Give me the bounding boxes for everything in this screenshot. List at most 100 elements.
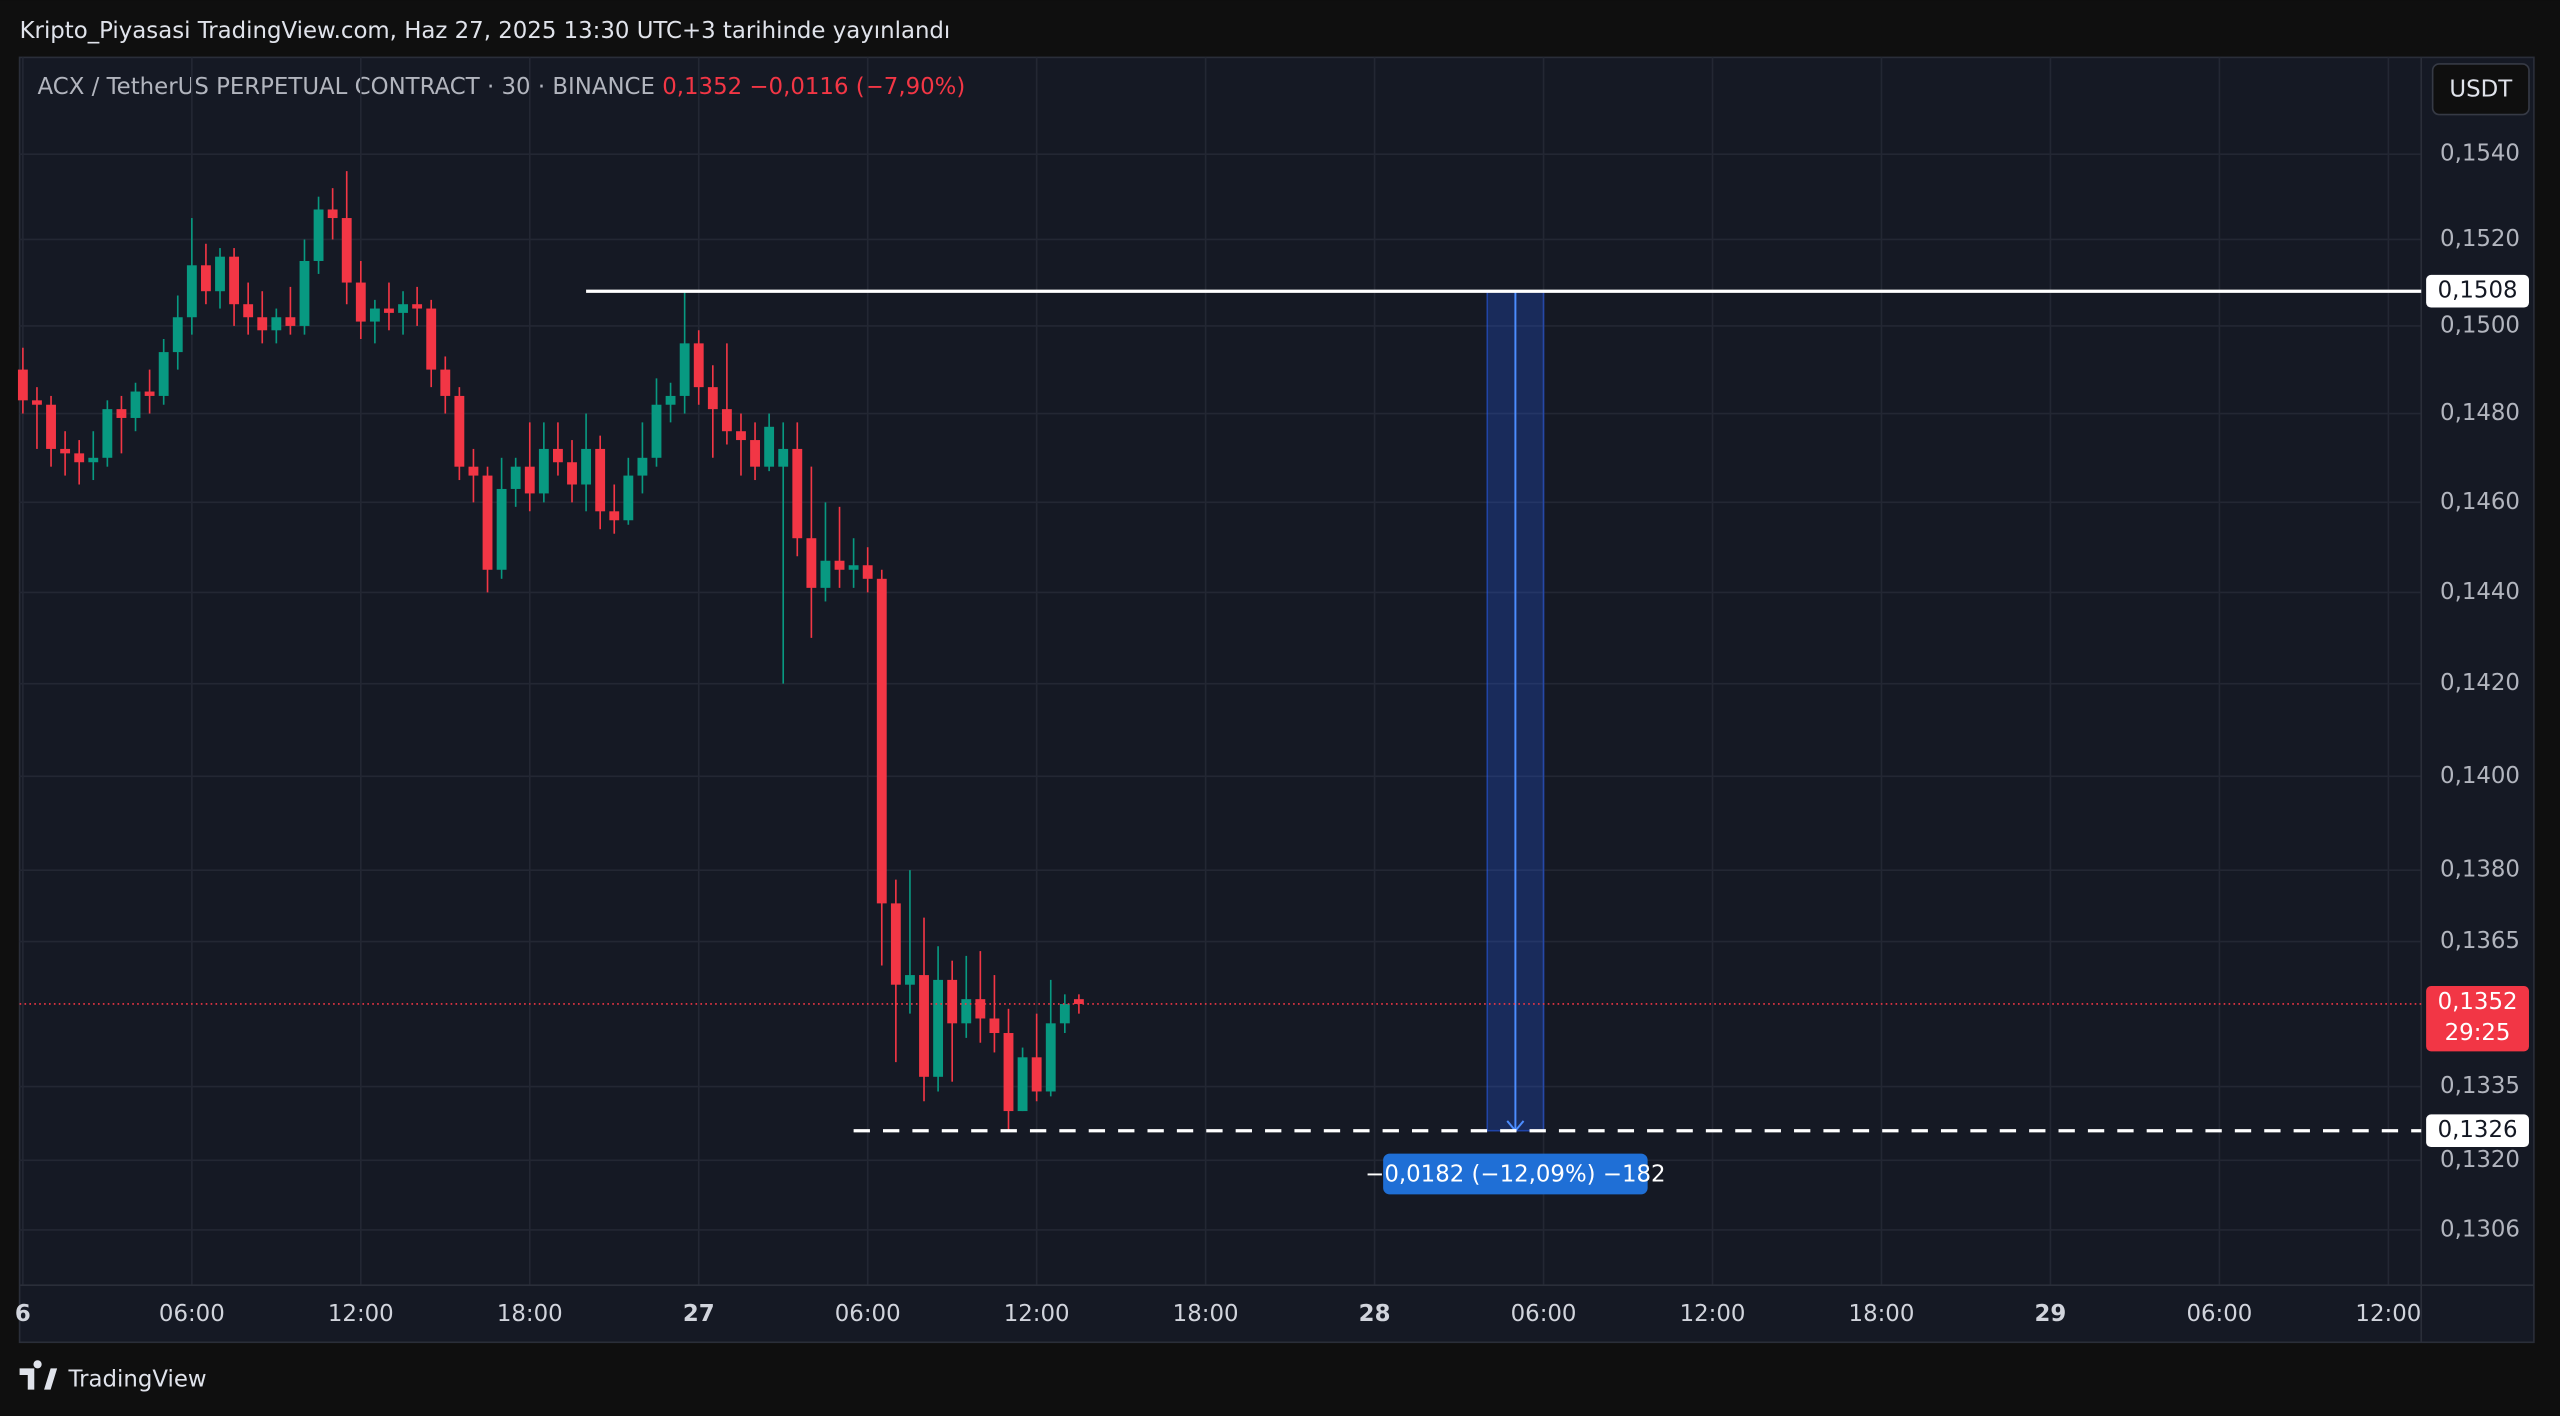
y-tick-label: 0,1460	[2440, 489, 2520, 515]
x-tick-label: 06:00	[159, 1301, 225, 1327]
candle-body	[989, 1018, 1000, 1034]
measure-label: −0,0182 (−12,09%) −182	[1365, 1161, 1665, 1187]
y-tick-label: 0,1320	[2440, 1147, 2520, 1173]
candle-body	[1059, 1003, 1070, 1024]
plot	[17, 171, 1084, 1131]
x-tick-label: 06:00	[835, 1301, 901, 1327]
y-tick-label: 0,1540	[2440, 141, 2520, 167]
y-tick-label: 0,1306	[2440, 1216, 2520, 1242]
candle-body	[257, 317, 268, 331]
candle-body	[848, 565, 859, 570]
y-tick-label: 0,1365	[2440, 928, 2520, 954]
candle-body	[778, 448, 789, 467]
candle-body	[961, 999, 972, 1024]
header-title: Kripto_Piyasasi TradingView.com, Haz 27,…	[20, 18, 951, 44]
candle-body	[88, 457, 99, 463]
x-tick-label: 06:00	[2186, 1301, 2252, 1327]
candle-body	[341, 218, 352, 283]
y-tick-label: 0,1480	[2440, 400, 2520, 426]
candle-body	[876, 578, 887, 904]
currency-button[interactable]	[2431, 63, 2530, 116]
candle-body	[32, 400, 42, 405]
candle-body	[200, 265, 211, 292]
logo-mark	[19, 1360, 58, 1390]
x-tick-label: 18:00	[1173, 1301, 1239, 1327]
candle-body	[186, 265, 197, 318]
candle-body	[792, 448, 803, 539]
candle-body	[229, 256, 240, 305]
price-label-box	[2426, 986, 2529, 1052]
level-label: 0,1508	[2438, 278, 2518, 304]
x-tick-label: 06:00	[1511, 1301, 1577, 1327]
candle-body	[144, 391, 155, 396]
x-tick-label: 12:00	[328, 1301, 394, 1327]
candle-body	[496, 488, 507, 570]
candle-body	[299, 260, 310, 326]
candle-body	[130, 391, 141, 418]
x-tick-label: 18:00	[1849, 1301, 1915, 1327]
y-tick-label: 0,1400	[2440, 763, 2520, 789]
level-label-box	[2426, 1114, 2529, 1148]
candle-body	[384, 308, 394, 313]
candle-body	[60, 448, 71, 454]
brand-name: TradingView	[68, 1366, 207, 1392]
candle-body	[102, 409, 113, 458]
x-tick-label: 28	[1359, 1301, 1391, 1327]
candle-body	[567, 462, 577, 485]
candle-body	[750, 440, 760, 467]
candle-body	[369, 308, 380, 322]
candle-body	[665, 395, 676, 405]
candle-body	[538, 448, 549, 494]
x-tick-label: 6	[15, 1301, 31, 1327]
candle-body	[327, 209, 338, 219]
candle-body	[172, 317, 183, 353]
brand-logo	[19, 1360, 58, 1390]
level-label: 0,1326	[2438, 1117, 2518, 1143]
x-tick-label: 29	[2035, 1301, 2067, 1327]
x-tick-label: 18:00	[497, 1301, 563, 1327]
candle-body	[806, 538, 817, 588]
candle-body	[454, 395, 465, 467]
measure-label-box	[1383, 1153, 1648, 1195]
candle-body	[721, 409, 732, 432]
last-price: 0,1352	[662, 73, 742, 99]
candle-body	[707, 387, 718, 410]
candle-body	[862, 565, 873, 579]
candle-body	[1031, 1057, 1042, 1092]
x-tick-label: 12:00	[1004, 1301, 1070, 1327]
candle-body	[215, 256, 225, 292]
candle-body	[693, 343, 704, 388]
candle-body	[623, 475, 634, 521]
candle-body	[679, 343, 690, 396]
chart-frame	[18, 56, 2535, 1344]
candle-body	[975, 999, 986, 1019]
candle-body	[637, 457, 648, 476]
x-tick-label: 12:00	[1680, 1301, 1746, 1327]
candle-body	[116, 409, 127, 418]
candle-body	[440, 369, 451, 396]
x-tick-label: 12:00	[2355, 1301, 2421, 1327]
price-countdown: 29:25	[2445, 1020, 2511, 1046]
candle-body	[1045, 1023, 1056, 1092]
candle-body	[595, 448, 606, 512]
y-tick-label: 0,1335	[2440, 1073, 2520, 1099]
currency-label[interactable]: USDT	[2449, 77, 2513, 103]
candle-body	[398, 304, 408, 313]
candle-body	[890, 903, 901, 985]
symbol: ACX / TetherUS PERPETUAL CONTRACT · 30 ·…	[38, 73, 655, 99]
candle-body	[609, 511, 620, 521]
candle-body	[1003, 1033, 1014, 1112]
y-tick-label: 0,1500	[2440, 312, 2520, 338]
y-tick-label: 0,1440	[2440, 579, 2520, 605]
candle-body	[581, 448, 592, 485]
candle-body	[412, 304, 423, 309]
candle-body	[736, 431, 746, 441]
candle-body	[905, 975, 915, 985]
price-change: −0,0116 (−7,90%)	[749, 73, 965, 99]
candle-body	[468, 466, 479, 476]
candle-body	[313, 209, 324, 261]
y-tick-label: 0,1380	[2440, 857, 2520, 883]
candle-body	[74, 453, 85, 463]
legend: ACX / TetherUS PERPETUAL CONTRACT · 30 ·…	[38, 73, 966, 99]
